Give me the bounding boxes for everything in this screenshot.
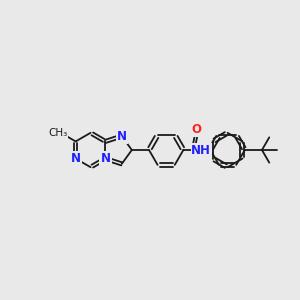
Text: NH: NH: [191, 143, 211, 157]
Text: CH₃: CH₃: [48, 128, 68, 138]
Text: N: N: [100, 152, 110, 165]
Text: N: N: [117, 130, 127, 142]
Text: O: O: [192, 123, 202, 136]
Text: N: N: [71, 152, 81, 165]
